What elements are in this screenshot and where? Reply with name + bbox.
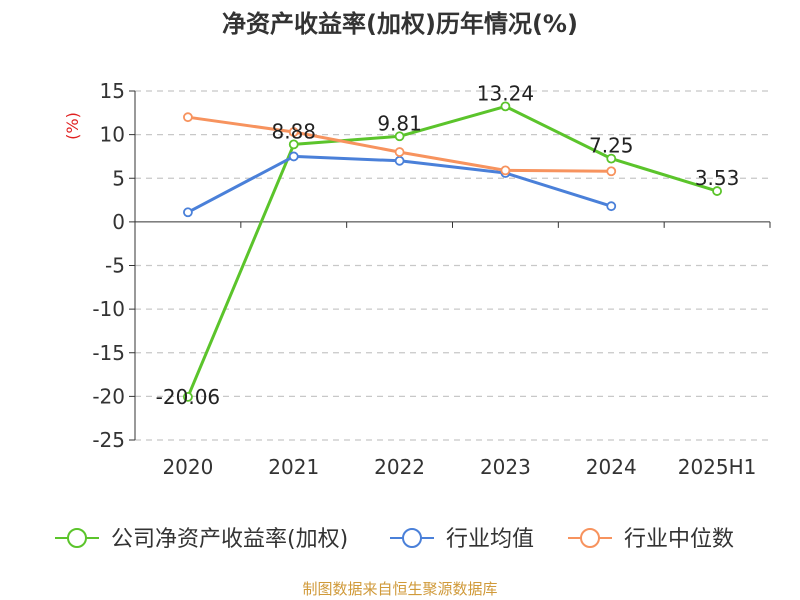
series-layer	[183, 101, 722, 402]
legend-label: 公司净资产收益率(加权)	[111, 527, 348, 552]
series-point-1	[183, 207, 193, 218]
series-point-2	[183, 112, 193, 123]
x-tick-label: 2020	[162, 455, 213, 479]
series-point-2	[288, 127, 299, 137]
y-tick-label: -15	[92, 341, 125, 365]
y-tick-label: 10	[100, 123, 125, 147]
data-label: 9.81	[377, 111, 422, 135]
data-label: -20.06	[156, 385, 220, 409]
legend-marker	[402, 528, 422, 548]
series-point-1	[606, 201, 617, 212]
series-point-1	[288, 151, 299, 162]
data-label: 8.88	[271, 119, 316, 143]
axis-layer: 15 10 5 0 -5 -10 -15 -20 -25 2020 2021 2022 2023 2024…	[92, 79, 771, 479]
series-point-0	[288, 139, 299, 150]
legend-label: 行业均值	[446, 527, 534, 552]
series-point-2	[500, 165, 511, 176]
legend-item-0: 公司净资产收益率(加权)	[55, 527, 348, 552]
y-tick-label: 15	[100, 79, 125, 103]
series-point-0	[500, 101, 511, 112]
legend: 公司净资产收益率(加权) 行业均值 行业中位数	[55, 527, 734, 552]
x-tick-label: 2023	[480, 455, 531, 479]
y-tick-label: -25	[92, 428, 125, 452]
legend-item-2: 行业中位数	[568, 527, 734, 552]
source-note: 制图数据来自恒生聚源数据库	[302, 580, 497, 598]
legend-label: 行业中位数	[624, 527, 734, 552]
data-label-layer: -20.06 8.88 9.81 13.24 7.25 3.53	[156, 81, 740, 409]
x-tick-label: 2025H1	[678, 455, 757, 479]
legend-marker	[67, 528, 87, 548]
series-point-0	[183, 391, 193, 402]
data-label: 7.25	[589, 134, 634, 158]
series-point-2	[394, 147, 405, 157]
legend-marker	[580, 528, 600, 548]
data-label: 3.53	[695, 166, 740, 190]
series-point-2	[606, 166, 617, 177]
series-point-0	[394, 131, 405, 142]
chart-title: 净资产收益率(加权)历年情况(%)	[222, 10, 578, 38]
legend-item-1: 行业均值	[390, 527, 534, 552]
y-tick-label: 0	[112, 210, 125, 234]
x-tick-label: 2022	[374, 455, 425, 479]
series-point-0	[606, 153, 617, 164]
y-axis-label: (%)	[63, 112, 82, 140]
y-tick-label: -5	[105, 254, 125, 278]
series-line-0	[186, 104, 719, 399]
x-tick-label: 2021	[268, 455, 319, 479]
data-label: 13.24	[477, 81, 534, 105]
series-point-1	[394, 155, 405, 166]
grid-layer	[135, 90, 770, 441]
series-point-0	[712, 186, 722, 196]
y-tick-label: 5	[112, 166, 125, 190]
y-tick-label: -20	[92, 384, 125, 408]
x-tick-label: 2024	[586, 455, 637, 479]
y-tick-label: -10	[92, 297, 125, 321]
